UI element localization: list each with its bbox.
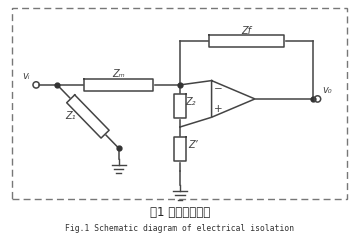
Polygon shape	[174, 137, 186, 161]
Text: Z₂: Z₂	[185, 98, 196, 107]
FancyBboxPatch shape	[12, 8, 347, 199]
Text: Zf: Zf	[242, 26, 252, 36]
Polygon shape	[209, 35, 284, 47]
Text: vᵢ: vᵢ	[22, 71, 30, 81]
Text: Z’: Z’	[188, 141, 198, 150]
Polygon shape	[84, 79, 153, 90]
Polygon shape	[174, 94, 186, 118]
Text: +: +	[213, 104, 222, 114]
Text: Z₁: Z₁	[65, 111, 76, 122]
Text: Fig.1 Schematic diagram of electrical isolation: Fig.1 Schematic diagram of electrical is…	[66, 224, 294, 233]
Polygon shape	[67, 95, 109, 138]
Text: −: −	[213, 84, 222, 94]
Text: v₀: v₀	[322, 85, 332, 95]
Text: Zₘ: Zₘ	[112, 69, 125, 79]
Text: 图1 电气隔离原理: 图1 电气隔离原理	[150, 206, 210, 220]
Polygon shape	[212, 81, 255, 117]
